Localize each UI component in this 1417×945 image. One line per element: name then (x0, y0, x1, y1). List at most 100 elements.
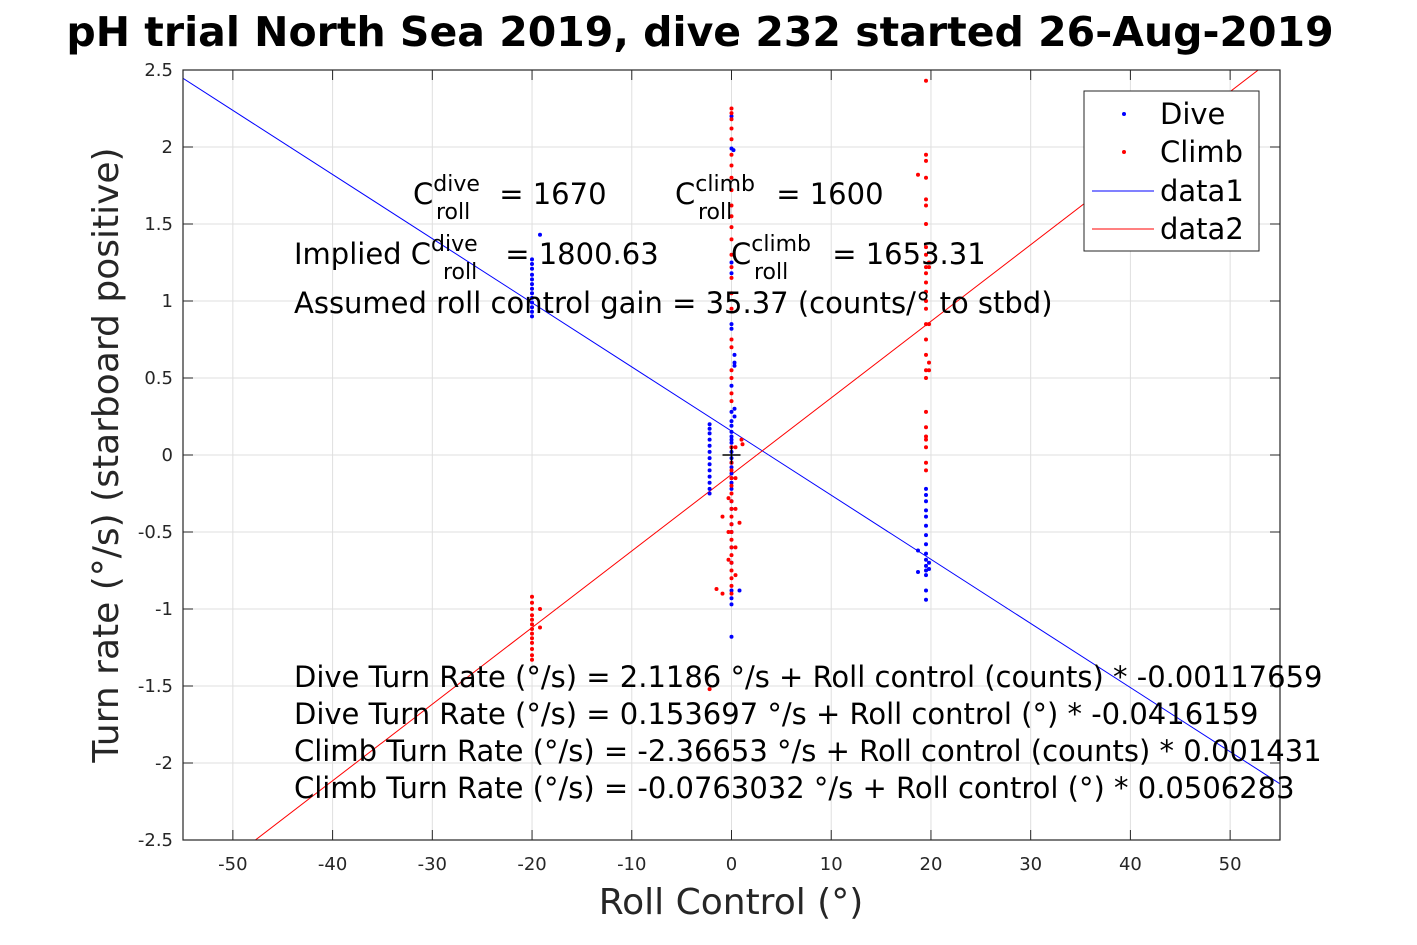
data-point-climb (924, 245, 928, 250)
data-point-dive (924, 542, 928, 547)
data-point-climb (729, 537, 734, 542)
data-point-dive (924, 551, 928, 556)
data-point-climb (924, 265, 928, 270)
data-point-dive (707, 474, 712, 479)
data-point-dive (729, 271, 734, 276)
data-point-climb (538, 625, 542, 630)
data-point-climb (729, 391, 734, 396)
x-tick-label: 0 (726, 854, 737, 875)
data-point-climb (927, 360, 931, 365)
data-point-climb (729, 137, 734, 142)
data-point-dive (729, 429, 734, 434)
data-point-climb (538, 607, 542, 611)
legend-label-dive: Dive (1160, 97, 1225, 131)
data-point-climb (729, 583, 734, 588)
data-point-climb (924, 152, 928, 157)
data-point-climb (720, 514, 725, 519)
data-point-dive (530, 272, 534, 277)
data-point-climb (530, 607, 534, 611)
data-point-climb (729, 514, 734, 519)
y-tick-label: -0.5 (138, 522, 173, 543)
data-point-dive (916, 548, 920, 553)
data-point-dive (538, 232, 542, 237)
annotation-c-roll-dive: Cdive roll = 1670 (413, 172, 607, 225)
data-point-climb (924, 445, 928, 450)
data-point-climb (530, 627, 534, 631)
data-point-climb (729, 530, 734, 534)
data-point-climb (729, 265, 734, 270)
data-point-climb (726, 496, 731, 501)
data-point-climb (924, 175, 928, 180)
data-point-climb (729, 491, 734, 496)
data-point-dive (729, 434, 734, 439)
x-tick-label: -40 (318, 854, 347, 875)
data-point-climb (729, 275, 734, 280)
data-point-climb (924, 203, 928, 208)
x-tick-label: -20 (517, 854, 546, 875)
data-point-dive (732, 363, 737, 368)
annotation-roll-gain: Assumed roll control gain = 35.37 (count… (294, 286, 1053, 320)
data-point-climb (729, 152, 734, 157)
data-point-climb (733, 445, 738, 450)
data-point-dive (924, 563, 928, 568)
data-point-climb (530, 617, 534, 622)
data-point-dive (530, 286, 534, 291)
data-point-climb (924, 434, 928, 439)
data-point-dive (707, 486, 712, 491)
data-point-climb (729, 476, 734, 481)
x-tick-label: 30 (1019, 854, 1042, 875)
data-point-dive (707, 480, 712, 485)
data-point-dive (731, 148, 736, 153)
data-point-climb (924, 197, 928, 202)
data-point-dive (707, 437, 712, 442)
x-tick-label: -10 (617, 854, 646, 875)
x-tick-label: 10 (820, 854, 843, 875)
y-tick-label: -1 (155, 599, 173, 620)
data-point-climb (530, 647, 534, 651)
y-tick-label: -2 (155, 753, 173, 774)
data-point-dive (729, 114, 734, 119)
data-point-dive (530, 262, 534, 266)
data-point-dive (530, 309, 534, 314)
data-point-climb (729, 188, 734, 193)
data-point-dive (530, 305, 534, 310)
annotation-implied-dive: Implied Cdive roll = 1800.63 (294, 232, 659, 285)
data-point-dive (924, 523, 928, 528)
data-point-climb (729, 117, 734, 122)
data-point-climb (729, 237, 734, 242)
data-point-climb (530, 640, 534, 645)
y-tick-labels: -2.5 -2 -1.5 -1 -0.5 0 0.5 1 1.5 2 2.5 (138, 60, 173, 851)
x-tick-labels: -50 -40 -30 -20 -10 0 10 20 30 40 50 (218, 854, 1241, 875)
y-tick-label: 0.5 (144, 368, 173, 389)
data-point-dive (729, 480, 734, 485)
data-point-climb (729, 252, 734, 257)
data-point-dive (707, 431, 712, 436)
data-point-climb (729, 568, 734, 573)
data-point-climb (729, 337, 734, 342)
data-point-climb (924, 368, 928, 373)
data-point-dive (924, 573, 928, 578)
data-point-dive (530, 266, 534, 271)
data-point-dive (729, 409, 734, 414)
data-point-dive (729, 440, 734, 445)
data-point-climb (924, 409, 928, 414)
legend-label-climb: Climb (1160, 135, 1243, 169)
equation-climb-deg: Climb Turn Rate (°/s) = -0.0763032 °/s +… (294, 771, 1295, 805)
data-point-dive (530, 277, 534, 282)
equation-climb-counts: Climb Turn Rate (°/s) = -2.36653 °/s + R… (294, 734, 1322, 768)
data-point-climb (733, 545, 738, 550)
data-point-climb (924, 158, 928, 163)
data-point-climb (924, 322, 928, 327)
y-tick-label: -1.5 (138, 676, 173, 697)
data-point-climb (729, 126, 734, 131)
data-point-climb (737, 520, 742, 525)
data-point-climb (729, 163, 734, 168)
data-point-dive (530, 291, 534, 296)
data-point-climb (733, 573, 738, 578)
data-point-climb (530, 594, 534, 599)
data-point-dive (924, 557, 928, 562)
equation-dive-counts: Dive Turn Rate (°/s) = 2.1186 °/s + Roll… (294, 660, 1322, 694)
data-point-climb (729, 214, 734, 219)
data-point-climb (729, 468, 734, 473)
data-point-dive (707, 426, 712, 431)
